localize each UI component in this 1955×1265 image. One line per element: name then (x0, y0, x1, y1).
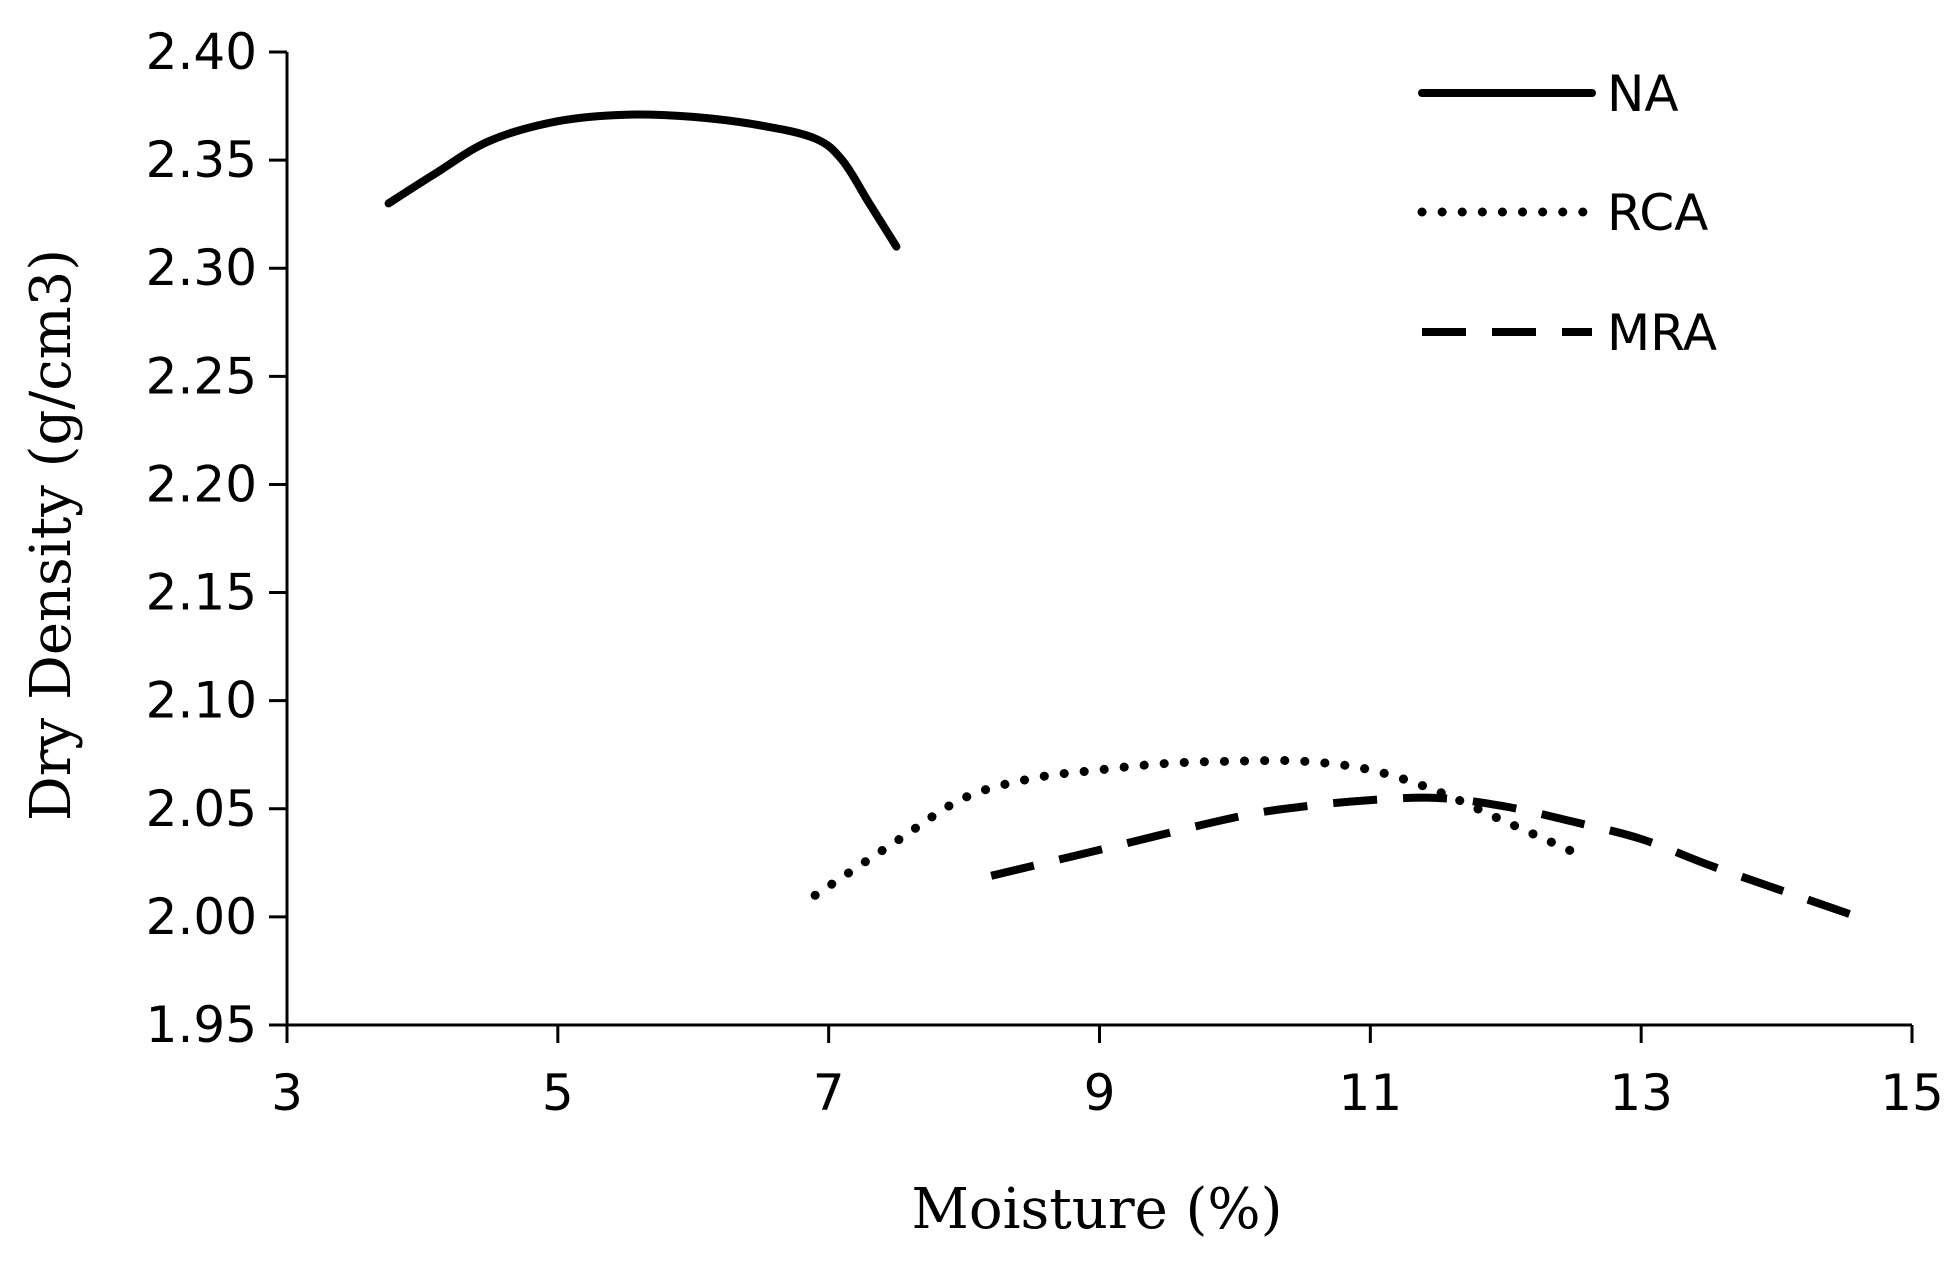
x-tick-label: 5 (542, 1064, 574, 1122)
y-tick-label: 2.00 (146, 888, 257, 946)
y-tick-label: 2.10 (146, 672, 257, 730)
y-tick-label: 2.40 (146, 23, 257, 81)
x-tick-label: 9 (1084, 1064, 1116, 1122)
y-tick-label: 2.20 (146, 455, 257, 513)
legend-label-mra: MRA (1607, 304, 1717, 362)
y-tick-label: 2.25 (146, 347, 257, 405)
y-axis-title: Dry Density (g/cm3) (19, 249, 84, 821)
legend-label-rca: RCA (1607, 184, 1708, 242)
plot-area: 1.95 2.00 2.05 2.10 2.15 2.20 2.25 2.30 2.35 2.40… (146, 23, 1944, 1122)
y-tick-label: 2.15 (146, 564, 257, 622)
series-line-mra (990, 793, 1860, 921)
x-tick-label: 13 (1609, 1064, 1673, 1122)
series-layer (384, 110, 1860, 921)
x-tick-label: 15 (1880, 1064, 1944, 1122)
x-tick-label: 11 (1339, 1064, 1403, 1122)
x-tick-label: 3 (271, 1064, 303, 1122)
legend: NA RCA MRA (1417, 65, 1717, 362)
y-tick-label: 1.95 (146, 996, 257, 1054)
x-tick-label: 7 (813, 1064, 845, 1122)
y-tick-label: 2.30 (146, 239, 257, 297)
series-line-na (384, 110, 901, 251)
legend-label-na: NA (1607, 65, 1679, 123)
series-line-rca (810, 755, 1578, 900)
x-axis-title: Moisture (%) (912, 1177, 1283, 1242)
y-tick-label: 2.35 (146, 131, 257, 189)
y-tick-label: 2.05 (146, 780, 257, 838)
